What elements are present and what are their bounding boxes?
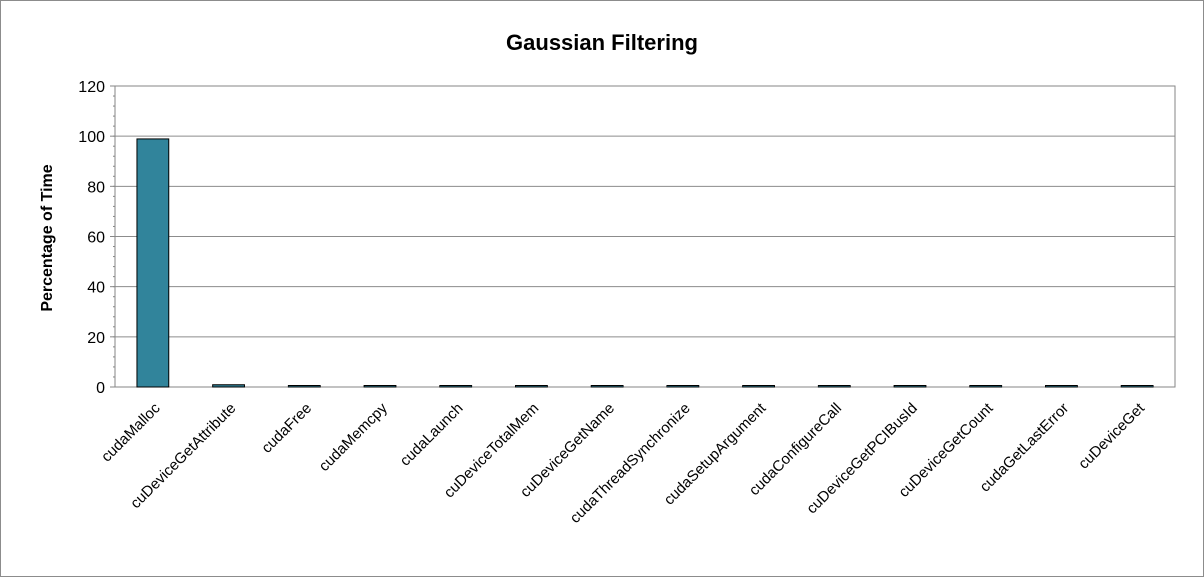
y-tick-label: 120 xyxy=(78,79,105,96)
bar-cuDeviceGetAttribute xyxy=(212,384,245,388)
bar-cuDeviceGetCount xyxy=(969,385,1003,388)
y-tick-label: 20 xyxy=(87,330,105,347)
y-tick-label: 0 xyxy=(96,380,105,397)
bar-cudaThreadSynchronize xyxy=(666,385,700,388)
bar-cudaMalloc xyxy=(136,138,170,388)
x-tick-label: cuDeviceGet xyxy=(1075,399,1148,472)
bar-cudaConfigureCall xyxy=(817,385,851,388)
x-tick-label: cudaFree xyxy=(258,400,315,457)
bar-cuDeviceGetName xyxy=(590,385,624,388)
bars xyxy=(136,138,1154,388)
bar-cudaLaunch xyxy=(439,385,473,388)
y-tick-label: 60 xyxy=(87,230,105,247)
y-tick-label: 100 xyxy=(78,129,105,146)
x-tick-label: cudaMemcpy xyxy=(316,399,391,474)
y-tick-label: 40 xyxy=(87,280,105,297)
bar-cuDeviceGet xyxy=(1120,385,1154,388)
y-axis-label: Percentage of Time xyxy=(39,164,56,311)
y-axis-ticks: 0 20 40 60 80 100 120 xyxy=(78,79,115,397)
bar-cudaFree xyxy=(287,385,321,388)
bar-cuDeviceTotalMem xyxy=(515,385,548,388)
bar-cudaMemcpy xyxy=(363,385,397,388)
x-tick-label: cudaMalloc xyxy=(98,399,164,465)
x-tick-label: cudaLaunch xyxy=(397,400,467,470)
gridlines xyxy=(115,85,1175,388)
bar-cudaGetLastError xyxy=(1045,385,1078,388)
bar-cudaSetupArgument xyxy=(742,385,775,388)
bar-cuDeviceGetPCIBusId xyxy=(893,385,927,388)
chart-title: Gaussian Filtering xyxy=(506,30,698,55)
y-tick-label: 80 xyxy=(87,179,105,196)
